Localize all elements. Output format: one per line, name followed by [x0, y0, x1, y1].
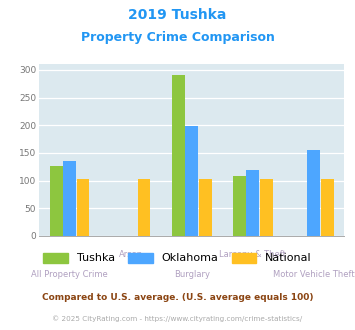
Text: Compared to U.S. average. (U.S. average equals 100): Compared to U.S. average. (U.S. average … [42, 293, 313, 302]
Text: Larceny & Theft: Larceny & Theft [219, 250, 286, 259]
Text: Motor Vehicle Theft: Motor Vehicle Theft [273, 270, 355, 279]
Text: 2019 Tushka: 2019 Tushka [128, 8, 227, 22]
Bar [172, 75, 185, 236]
Legend: Tushka, Oklahoma, National: Tushka, Oklahoma, National [43, 253, 312, 263]
Text: Arson: Arson [119, 250, 143, 259]
Bar [260, 180, 273, 236]
Text: All Property Crime: All Property Crime [31, 270, 108, 279]
Bar [321, 180, 334, 236]
Text: Burglary: Burglary [174, 270, 210, 279]
Bar [307, 150, 320, 236]
Bar [50, 166, 62, 236]
Text: Property Crime Comparison: Property Crime Comparison [81, 31, 274, 44]
Bar [63, 161, 76, 236]
Bar [199, 180, 212, 236]
Bar [138, 180, 151, 236]
Bar [246, 170, 259, 236]
Bar [185, 126, 198, 236]
Bar [233, 176, 246, 236]
Bar [77, 180, 89, 236]
Text: © 2025 CityRating.com - https://www.cityrating.com/crime-statistics/: © 2025 CityRating.com - https://www.city… [53, 315, 302, 322]
